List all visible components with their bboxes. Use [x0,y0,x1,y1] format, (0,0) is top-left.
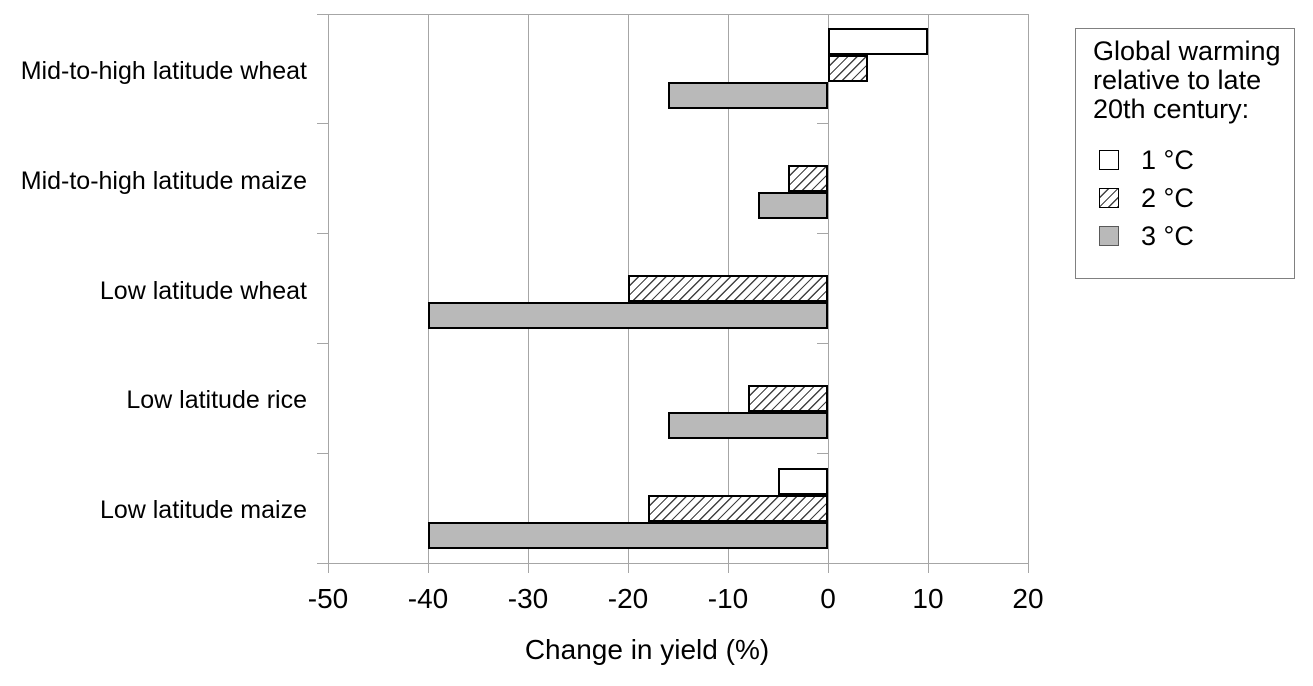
x-axis-tick-label: -30 [507,583,549,614]
x-axis-line [317,563,1028,564]
bar-gray [668,411,828,439]
category-axis-tick [317,342,328,344]
x-axis-tick [927,563,929,573]
x-axis-tick-label: -10 [707,583,749,614]
vertical-gridline [827,14,829,563]
bar-hatch [748,384,828,412]
x-axis-tick [1027,563,1029,573]
legend-title: Global warming relative to late 20th centu… [1093,37,1294,124]
legend-title-line: 20th century: [1093,94,1250,124]
category-axis-tick [317,233,328,235]
zero-axis-tick [817,452,828,454]
vertical-gridline [927,14,929,563]
zero-axis-tick [817,123,828,125]
x-axis-tick [427,563,429,573]
legend-item: 2 °C [1099,184,1294,211]
plot-top-border [317,14,1028,15]
x-axis-tick [527,563,529,573]
legend-item: 3 °C [1099,222,1294,249]
x-axis-tick [327,563,329,573]
vertical-gridline [427,14,429,563]
bar-white [828,28,928,56]
category-axis-tick [317,452,328,454]
bar-hatch [628,275,828,302]
vertical-gridline [1027,14,1029,563]
x-axis-title: Change in yield (%) [524,634,770,665]
x-axis-tick-label: -20 [607,583,649,614]
legend-item: 1 °C [1099,146,1294,173]
x-axis-tick-label: -50 [307,583,349,614]
category-label: Mid-to-high latitude maize [20,166,307,195]
bar-hatch [788,165,828,193]
category-label: Low latitude rice [126,386,307,415]
bar-hatch [648,494,828,522]
legend-title-line: relative to late [1093,65,1262,95]
bar-gray [758,192,828,220]
x-axis-tick-label: 0 [820,583,836,614]
legend-items: 1 °C 2 °C 3 °C [1093,146,1294,249]
x-axis-tick-label: 10 [912,583,944,614]
x-axis-tick-label: -40 [407,583,449,614]
bar-white [778,467,828,495]
bar-gray [428,521,828,549]
x-axis-tick-label: 20 [1012,583,1044,614]
category-label: Low latitude wheat [99,276,307,305]
legend-swatch-gray-icon [1099,226,1119,246]
zero-axis-tick [817,342,828,344]
x-axis-tick [827,563,829,573]
bar-hatch [828,55,868,83]
vertical-gridline [527,14,529,563]
legend-swatch-white-icon [1099,150,1119,170]
x-axis-tick [627,563,629,573]
legend-item-label: 2 °C [1141,182,1194,213]
zero-axis-tick [817,233,828,235]
category-label: Mid-to-high latitude wheat [20,56,307,85]
legend-item-label: 1 °C [1141,144,1194,175]
category-label: Low latitude maize [99,496,307,525]
legend-swatch-hatch-icon [1099,188,1119,208]
bar-gray [428,302,828,329]
x-axis-tick [727,563,729,573]
bar-gray [668,82,828,110]
legend-item-label: 3 °C [1141,220,1194,251]
legend-title-line: Global warming [1093,36,1281,66]
legend: Global warming relative to late 20th centu… [1075,28,1295,279]
vertical-gridline [327,14,329,563]
category-axis-tick [317,123,328,125]
